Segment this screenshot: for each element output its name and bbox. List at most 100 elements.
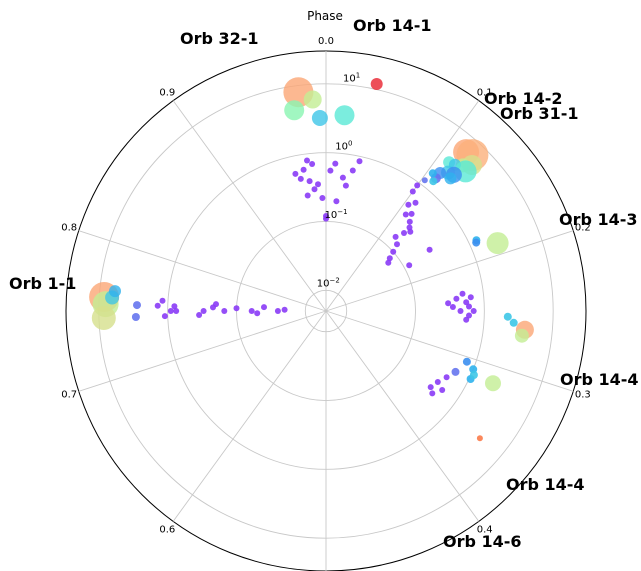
scatter-point [356,158,363,165]
radial-tick-label: 10−1 [325,208,348,221]
orb-annotation-label: Orb 14-1 [353,16,432,35]
scatter-point [196,312,203,318]
scatter-point [459,290,466,297]
scatter-point [385,259,392,266]
scatter-point [109,285,121,298]
scatter-point [311,186,318,193]
scatter-point [421,177,428,184]
angle-tick-label: 0.3 [575,389,591,400]
angle-axis-title: Phase [307,9,343,23]
scatter-point [154,302,161,309]
scatter-point [349,167,356,174]
orb-annotation-label: Orb 14-4 [506,475,585,494]
scatter-point [434,379,441,385]
scatter-point [402,211,409,218]
angular-gridline [325,230,574,312]
scatter-point [213,301,219,308]
scatter-point [469,371,478,379]
angular-gridline [78,310,327,392]
radial-tick-label: 10−2 [317,276,340,289]
scatter-point [248,308,255,314]
scatter-point [439,387,446,393]
scatter-point [342,182,349,189]
scatter-point [406,262,413,269]
orb-annotation-label: Orb 1-1 [9,274,76,293]
scatter-point [503,312,512,321]
scatter-point [470,308,477,314]
scatter-point [284,100,305,121]
scatter-point [428,169,437,178]
scatter-point [370,78,383,90]
scatter-point [261,304,267,311]
scatter-point [315,181,321,188]
scatter-point [300,166,307,173]
orb-annotation-label: Orb 14-4 [560,370,639,389]
scatter-point [414,182,421,189]
scatter-point [509,318,518,327]
scatter-point [429,177,438,186]
scatter-point [467,294,474,301]
scatter-point [486,232,509,255]
scatter-point [390,248,397,255]
angular-gridline [325,310,480,522]
scatter-point [466,312,472,319]
scatter-point [131,313,140,321]
scatter-point [463,299,470,306]
scatter-point [427,384,434,391]
orb-annotation-label: Orb 31-1 [500,104,579,123]
scatter-point [449,304,456,310]
scatter-point [462,357,471,366]
scatter-points [89,77,534,442]
scatter-point [233,305,240,312]
scatter-point [173,308,180,314]
scatter-point [254,310,261,317]
scatter-point [200,308,207,314]
angular-gridline [325,310,574,392]
scatter-point [281,306,288,313]
scatter-point [334,105,355,126]
scatter-point [327,167,334,174]
angle-tick-label: 0.6 [159,524,175,535]
scatter-point [392,233,399,240]
angular-gridline [325,100,480,312]
scatter-point [453,295,460,302]
scatter-point [412,199,419,206]
scatter-point [161,313,168,320]
scatter-point [297,175,304,182]
orb-annotation-label: Orb 14-6 [443,532,522,551]
scatter-point [429,390,436,397]
scatter-point [443,374,450,381]
orb-annotation-label: Orb 14-3 [559,210,638,229]
angle-tick-label: 0.2 [575,223,591,234]
scatter-point [319,195,326,201]
scatter-point [408,210,415,217]
radial-tick-label: 101 [343,71,360,84]
scatter-point [394,241,400,248]
scatter-point [466,303,472,310]
scatter-point [485,375,501,392]
scatter-point [407,228,414,235]
scatter-point [463,316,470,323]
scatter-point [409,188,416,195]
scatter-point [406,218,413,225]
scatter-point [405,201,412,208]
angle-tick-label: 0.8 [61,223,77,234]
scatter-point [304,157,310,164]
scatter-point [514,328,529,343]
scatter-point [332,160,339,167]
angle-tick-label: 0.1 [477,88,493,99]
scatter-point [476,435,483,442]
angular-gridline [172,310,327,522]
scatter-point [303,90,322,109]
scatter-point [323,215,329,222]
scatter-point [309,161,316,167]
scatter-point [445,300,452,307]
scatter-point [401,230,407,236]
radial-tick-label: 100 [335,140,352,153]
orb-annotation-label: Orb 32-1 [180,29,259,48]
scatter-point [167,308,174,314]
scatter-point [292,170,299,177]
scatter-point [133,301,141,310]
